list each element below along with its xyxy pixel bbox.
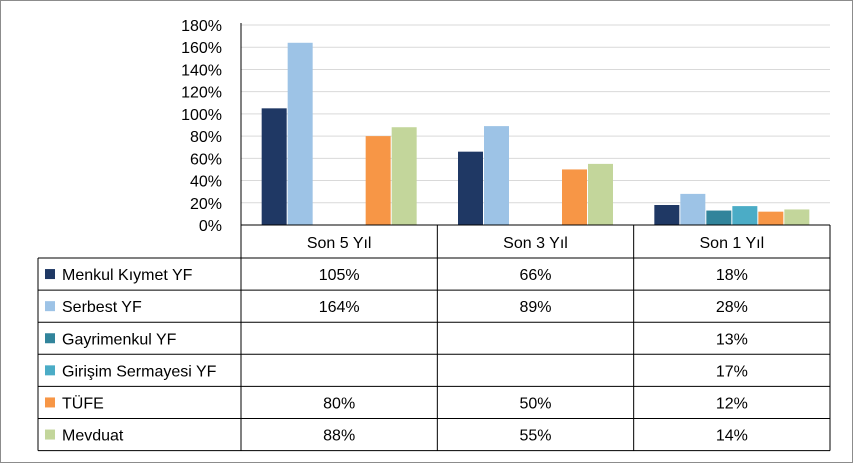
data-label: 12% [716, 395, 748, 412]
bar [588, 163, 613, 225]
category-label: Son 3 Yıl [503, 235, 568, 252]
data-label: 14% [716, 428, 748, 445]
series-name: TÜFE [62, 394, 104, 412]
bar [732, 206, 758, 225]
legend-key [45, 333, 55, 344]
bar [261, 108, 287, 225]
legend-key [45, 429, 55, 440]
y-tick-label: 60% [190, 151, 222, 168]
data-label: 50% [519, 395, 551, 412]
legend-key [45, 269, 55, 280]
y-tick-label: 40% [190, 174, 222, 191]
bar [484, 126, 509, 225]
y-tick-label: 80% [190, 129, 222, 146]
bar [287, 42, 313, 226]
bar [458, 151, 483, 225]
series-name: Mevduat [62, 428, 124, 445]
series-name: Menkul Kıymet YF [62, 267, 193, 284]
legend-key [45, 397, 55, 408]
bar [365, 136, 391, 225]
legend-key [45, 365, 55, 376]
data-label: 105% [319, 267, 360, 284]
bar [562, 169, 587, 225]
data-label: 80% [323, 395, 355, 412]
y-tick-label: 160% [181, 40, 222, 57]
data-label: 28% [716, 299, 748, 316]
series-name: Gayrimenkul YF [62, 331, 177, 348]
data-label: 66% [519, 267, 551, 284]
legend-key [45, 301, 55, 312]
category-label: Son 1 Yıl [700, 235, 765, 252]
bar [784, 209, 810, 225]
data-label: 13% [716, 331, 748, 348]
y-tick-label: 140% [181, 62, 222, 79]
data-label: 164% [319, 299, 360, 316]
data-label: 17% [716, 363, 748, 380]
y-tick-label: 20% [190, 196, 222, 213]
y-tick-label: 0% [199, 218, 222, 235]
bar [654, 205, 680, 225]
data-label: 89% [519, 299, 551, 316]
data-label: 18% [716, 267, 748, 284]
y-tick-label: 180% [181, 18, 222, 35]
bar [706, 210, 732, 225]
data-label: 88% [323, 428, 355, 445]
bar [758, 211, 784, 225]
bar [680, 193, 706, 225]
y-tick-label: 100% [181, 107, 222, 124]
category-label: Son 5 Yıl [307, 235, 372, 252]
data-label: 55% [519, 428, 551, 445]
series-name: Girişim Sermayesi YF [62, 363, 217, 380]
y-tick-label: 120% [181, 85, 222, 102]
series-name: Serbest YF [62, 299, 142, 316]
bar [391, 127, 417, 225]
